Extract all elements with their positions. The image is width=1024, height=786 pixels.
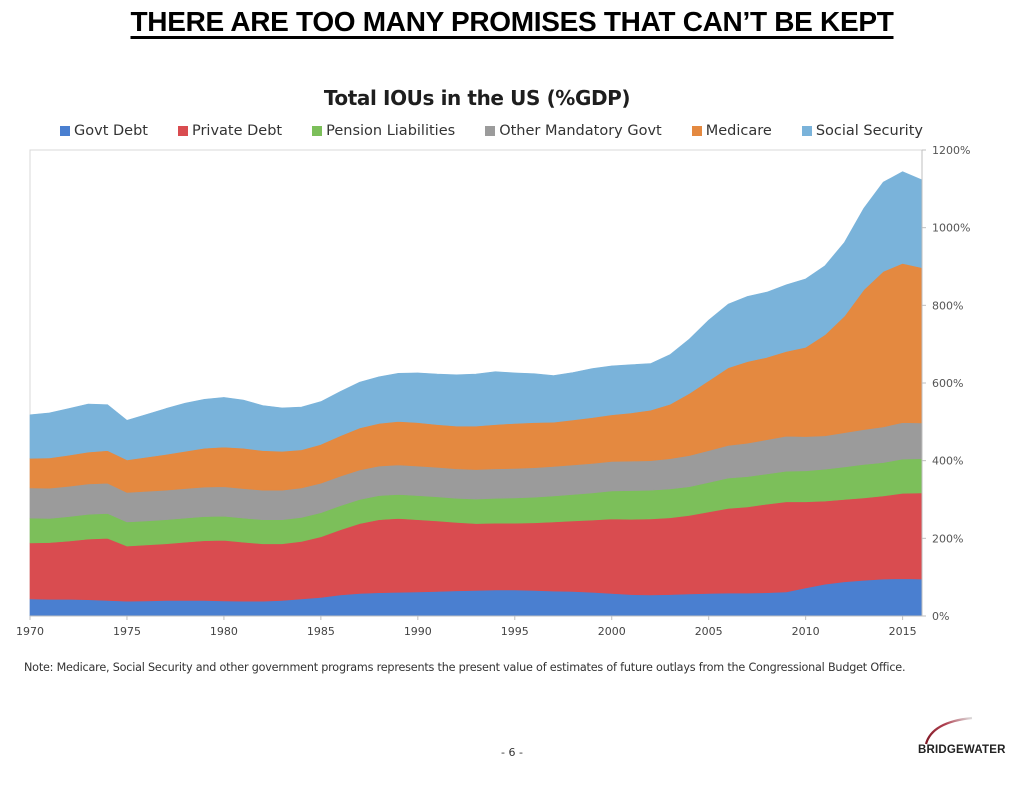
legend-item: Private Debt (177, 123, 283, 139)
chart-title: Total IOUs in the US (%GDP) (323, 86, 631, 110)
y-tick-label: 600% (932, 377, 963, 390)
x-tick-label: 1975 (113, 625, 141, 638)
legend-item: Medicare (691, 123, 772, 139)
legend-label: Private Debt (191, 123, 283, 139)
legend-swatch (60, 126, 70, 136)
page-title: THERE ARE TOO MANY PROMISES THAT CAN’T B… (0, 6, 1024, 38)
legend-label: Social Security (815, 123, 923, 139)
x-tick-label: 1990 (404, 625, 432, 638)
legend-swatch (485, 126, 496, 136)
legend-swatch (801, 126, 812, 136)
legend-item: Govt Debt (60, 123, 148, 139)
y-tick-label: 0% (932, 610, 949, 623)
chart-note: Note: Medicare, Social Security and othe… (24, 661, 906, 674)
y-tick-label: 800% (932, 299, 963, 312)
legend-label: Pension Liabilities (326, 123, 456, 139)
y-tick-label: 400% (932, 455, 963, 468)
x-tick-label: 1985 (307, 625, 335, 638)
legend-item: Social Security (801, 123, 923, 139)
logo-swoosh-icon (924, 716, 973, 745)
y-tick-label: 1000% (932, 222, 970, 235)
x-tick-label: 2005 (695, 625, 723, 638)
page-title-text: THERE ARE TOO MANY PROMISES THAT CAN’T B… (130, 6, 894, 37)
legend-swatch (312, 126, 323, 136)
bridgewater-logo: BRIDGEWATER (918, 714, 1018, 764)
y-tick-label: 200% (932, 532, 963, 545)
page-number: - 6 - (501, 746, 523, 759)
x-tick-label: 1980 (210, 625, 238, 638)
legend-item: Other Mandatory Govt (485, 123, 662, 139)
stacked-area-chart: 0% 200% 400% 600% 800% 1000% 1200% 1970 1975 198… (16, 144, 970, 638)
legend-swatch (177, 126, 188, 136)
chart-legend: Govt Debt Private Debt Pension Liabilities… (60, 123, 953, 139)
legend-swatch (691, 126, 702, 136)
legend-label: Govt Debt (74, 123, 148, 139)
legend-label: Other Mandatory Govt (499, 123, 662, 139)
x-tick-label: 2015 (889, 625, 917, 638)
y-tick-label: 1200% (932, 144, 970, 157)
x-tick-label: 1995 (501, 625, 529, 638)
legend-item: Pension Liabilities (312, 123, 455, 139)
x-tick-label: 2010 (792, 625, 820, 638)
x-tick-label: 2000 (598, 625, 626, 638)
x-tick-label: 1970 (16, 625, 44, 638)
legend-label: Medicare (705, 123, 772, 139)
logo-text: BRIDGEWATER (918, 744, 1006, 756)
